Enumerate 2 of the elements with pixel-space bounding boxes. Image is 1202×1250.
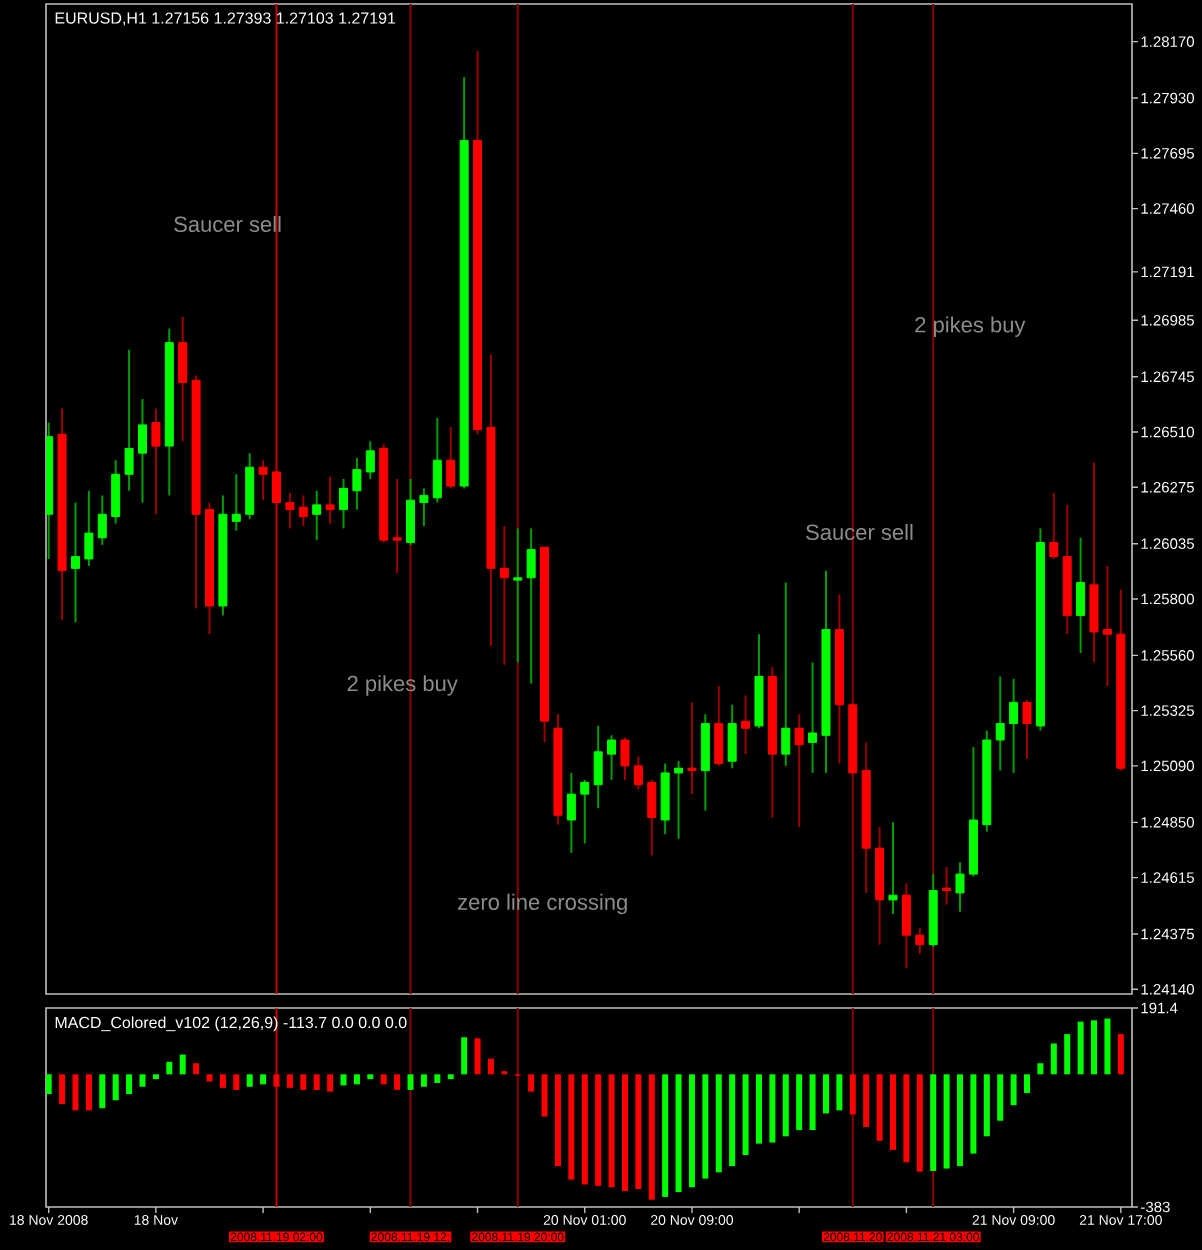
annotation: 2 pikes buy — [915, 316, 1026, 337]
chart-title: EURUSD,H1 1.27156 1.27393 1.27103 1.27191 — [55, 12, 396, 26]
